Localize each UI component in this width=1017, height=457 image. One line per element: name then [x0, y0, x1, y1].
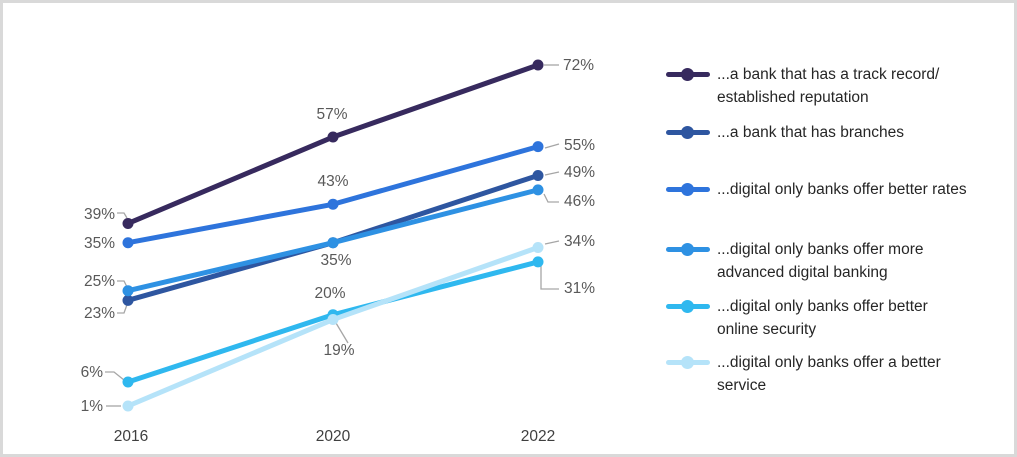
- legend-label: ...a bank that has a track record/ estab…: [717, 63, 939, 109]
- legend-marker-icon: [666, 121, 710, 144]
- line-chart: 39% 57% 72% 23% 35% 49% 35% 43% 55% 25% 46% 6% 20% 31…: [81, 57, 596, 445]
- data-point: [532, 141, 544, 153]
- legend-label-line: ...digital only banks offer a better: [717, 354, 941, 371]
- legend-marker-icon: [666, 238, 710, 261]
- legend-item-better-rates: ...digital only banks offer better rates: [666, 178, 967, 201]
- legend-item-advanced-digital-banking: ...digital only banks offer more advance…: [666, 238, 924, 284]
- data-label: 57%: [316, 106, 347, 123]
- legend-marker-icon: [666, 351, 710, 374]
- legend-label-line: ...a bank that has branches: [717, 124, 904, 141]
- data-label: 35%: [320, 252, 351, 269]
- legend-item-track-record: ...a bank that has a track record/ estab…: [666, 63, 939, 109]
- label-leader-line: [335, 322, 349, 344]
- data-point: [532, 59, 544, 71]
- legend-item-online-security: ...digital only banks offer better onlin…: [666, 295, 928, 341]
- data-label: 49%: [564, 164, 595, 181]
- data-label: 6%: [81, 364, 104, 381]
- data-point: [532, 169, 544, 181]
- data-label: 1%: [81, 398, 104, 415]
- data-label: 72%: [563, 57, 594, 74]
- legend-item-better-service: ...digital only banks offer a better ser…: [666, 351, 941, 397]
- legend-label: ...digital only banks offer a better ser…: [717, 351, 941, 397]
- label-leader-line: [544, 143, 560, 149]
- data-point: [327, 131, 339, 143]
- data-label: 23%: [84, 305, 115, 322]
- legend-label: ...digital only banks offer more advance…: [717, 238, 924, 284]
- legend-marker-icon: [666, 295, 710, 318]
- data-label: 39%: [84, 206, 115, 223]
- data-point: [122, 400, 134, 412]
- data-point: [532, 242, 544, 254]
- legend-label-line: ...digital only banks offer better: [717, 298, 928, 315]
- data-point: [122, 237, 134, 249]
- data-label: 34%: [564, 233, 595, 250]
- chart-legend: ...a bank that has a track record/ estab…: [666, 3, 1011, 454]
- series-line: [125, 245, 541, 409]
- data-label: 19%: [323, 342, 354, 359]
- data-point: [122, 217, 134, 229]
- data-point: [532, 184, 544, 196]
- legend-label-line: online security: [717, 321, 817, 338]
- data-point: [532, 256, 544, 268]
- data-point: [122, 376, 134, 388]
- data-label: 46%: [564, 193, 595, 210]
- data-label: 35%: [84, 235, 115, 252]
- data-label: 43%: [317, 173, 348, 190]
- data-label: 31%: [564, 280, 595, 297]
- label-leader-line: [544, 240, 560, 245]
- data-label: 25%: [84, 273, 115, 290]
- label-leader-line: [117, 212, 128, 219]
- legend-marker-icon: [666, 178, 710, 201]
- label-leader-line: [540, 266, 559, 290]
- label-leader-line: [544, 171, 560, 176]
- legend-label-line: ...a bank that has a track record/: [717, 66, 940, 83]
- data-point: [327, 314, 339, 326]
- legend-label-line: established reputation: [717, 89, 869, 106]
- legend-label-line: ...digital only banks offer better rates: [717, 181, 967, 198]
- x-axis-label: 2016: [114, 428, 148, 445]
- legend-label: ...a bank that has branches: [717, 121, 904, 144]
- legend-item-branches: ...a bank that has branches: [666, 121, 904, 144]
- label-leader-line: [105, 371, 125, 381]
- x-axis-label: 2022: [521, 428, 555, 445]
- legend-label: ...digital only banks offer better onlin…: [717, 295, 928, 341]
- label-leader-line: [543, 193, 559, 203]
- legend-label-line: ...digital only banks offer more: [717, 241, 924, 258]
- data-label: 55%: [564, 137, 595, 154]
- legend-label-line: service: [717, 377, 767, 394]
- legend-label-line: advanced digital banking: [717, 264, 888, 281]
- data-point: [122, 294, 134, 306]
- data-point: [122, 285, 134, 297]
- data-label: 20%: [314, 285, 345, 302]
- legend-label: ...digital only banks offer better rates: [717, 178, 967, 201]
- x-axis-label: 2020: [316, 428, 351, 445]
- data-point: [327, 198, 339, 210]
- legend-marker-icon: [666, 63, 710, 86]
- data-point: [327, 237, 339, 249]
